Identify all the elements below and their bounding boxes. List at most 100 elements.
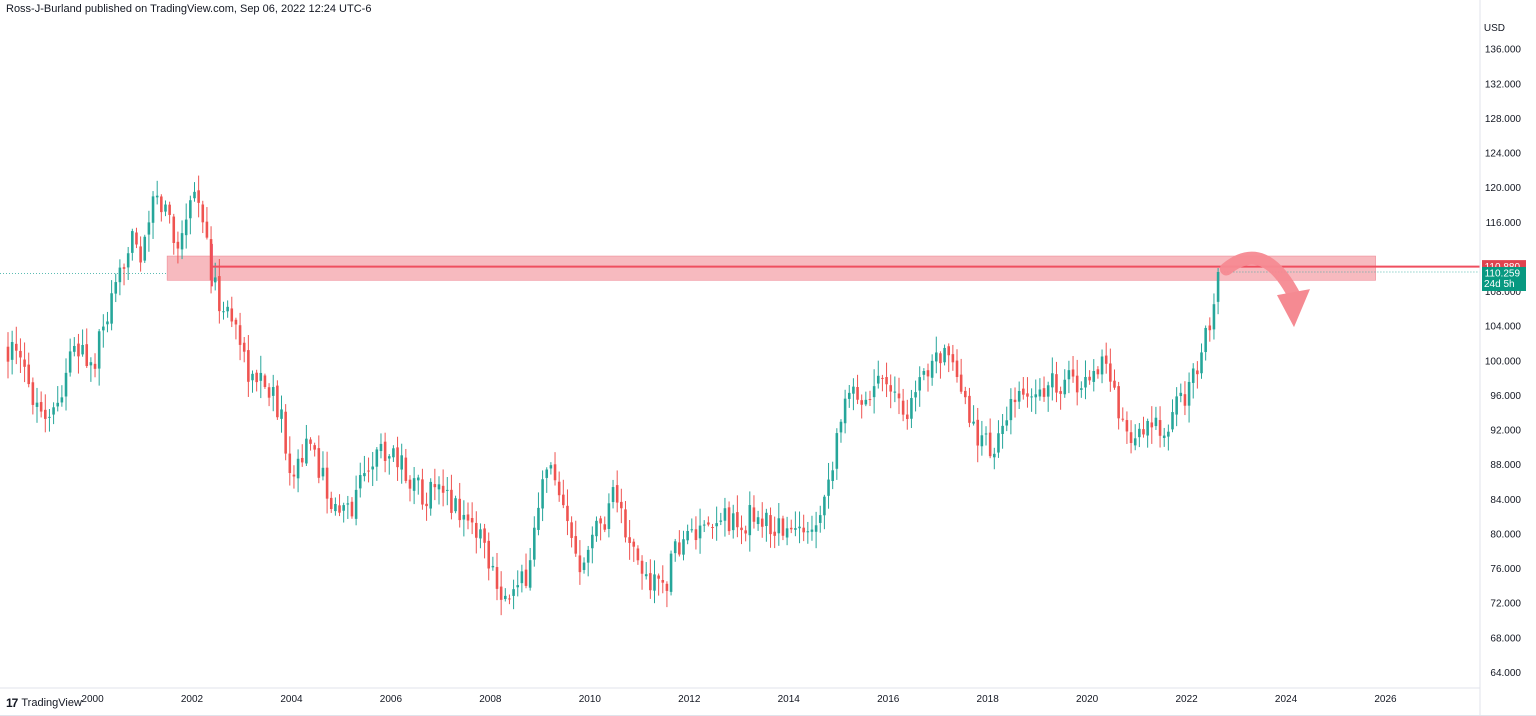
- candle-body-up: [611, 487, 615, 503]
- candle: [1162, 427, 1166, 447]
- y-tick-label: 128.000: [1485, 114, 1522, 125]
- candle-body-up: [698, 525, 702, 539]
- arrow-annotation-head[interactable]: [1277, 289, 1310, 328]
- candle-body-down: [338, 505, 341, 513]
- candle-body-down: [1125, 420, 1129, 432]
- candle: [363, 455, 366, 482]
- arrow-annotation-body[interactable]: [1219, 251, 1303, 306]
- candle-body-down: [955, 360, 959, 377]
- candle: [852, 378, 855, 411]
- candle: [533, 516, 536, 567]
- candle-body-up: [358, 475, 362, 489]
- x-tick-label: 2008: [479, 694, 502, 705]
- candle: [392, 445, 395, 462]
- candle: [491, 556, 495, 571]
- candle-body-up: [1038, 389, 1042, 397]
- candle: [541, 470, 544, 522]
- candle-body-up: [835, 433, 839, 469]
- candle: [234, 317, 238, 340]
- candle-body-up: [914, 392, 917, 398]
- candle-body-down: [947, 346, 951, 356]
- candle-body-down: [85, 344, 89, 367]
- candle-body-down: [367, 470, 370, 472]
- candle: [802, 514, 805, 542]
- candle-body-up: [715, 523, 718, 527]
- x-tick-label: 2024: [1275, 694, 1298, 705]
- candle: [238, 312, 242, 361]
- candle-body-up: [462, 514, 466, 520]
- candle-body-up: [429, 481, 432, 509]
- candle: [242, 337, 246, 363]
- candle-body-up: [777, 518, 781, 534]
- candle-body-down: [408, 479, 412, 489]
- candle-body-up: [997, 433, 1000, 453]
- candle-body-down: [707, 522, 710, 525]
- candle-body-up: [528, 560, 532, 588]
- candle: [914, 380, 917, 412]
- candle: [678, 530, 681, 557]
- candle: [988, 418, 992, 459]
- candle-body-up: [831, 470, 834, 482]
- candle: [1059, 386, 1062, 410]
- candle: [980, 420, 984, 456]
- y-tick-label: 88.000: [1490, 460, 1521, 471]
- candle: [939, 351, 942, 379]
- candle-body-down: [789, 527, 793, 530]
- candle: [1204, 325, 1207, 361]
- candle-body-up: [980, 435, 984, 447]
- candle-body-down: [499, 586, 503, 600]
- candle: [1216, 268, 1220, 315]
- candle-body-down: [450, 489, 453, 513]
- candle-body-up: [520, 571, 524, 584]
- candle-body-up: [305, 438, 308, 464]
- candle-body-up: [445, 489, 449, 491]
- candle-body-up: [1063, 379, 1067, 395]
- candle: [218, 258, 221, 324]
- candle: [309, 437, 312, 451]
- candle: [313, 442, 316, 457]
- candle-body-down: [487, 540, 491, 569]
- candle-body-up: [479, 529, 482, 539]
- candle-body-up: [673, 541, 677, 554]
- candle: [375, 447, 379, 481]
- candle: [562, 479, 565, 509]
- candle: [1187, 372, 1191, 423]
- candle: [905, 399, 909, 430]
- y-tick-label: 96.000: [1490, 391, 1521, 402]
- candle: [454, 495, 457, 514]
- candle-body-up: [785, 528, 789, 538]
- candle-body-down: [615, 485, 619, 503]
- candle-body-down: [1042, 388, 1046, 397]
- last-price-tag[interactable]: [1482, 266, 1526, 291]
- candle: [404, 448, 408, 484]
- candle: [495, 552, 499, 601]
- candle: [1022, 377, 1025, 400]
- candle: [765, 508, 768, 542]
- candle-body-down: [23, 359, 26, 367]
- candle: [752, 495, 756, 529]
- candle-body-down: [744, 530, 747, 534]
- candle-body-up: [131, 231, 134, 253]
- candle-body-up: [893, 391, 897, 393]
- candle: [1046, 381, 1050, 412]
- candle-body-down: [905, 414, 909, 420]
- candle-body-up: [342, 505, 345, 511]
- candle: [1113, 369, 1116, 390]
- candle: [1080, 381, 1083, 398]
- y-tick-label: 124.000: [1485, 149, 1522, 160]
- candle-body-up: [1009, 398, 1013, 421]
- candle: [60, 385, 64, 407]
- candle: [690, 518, 694, 533]
- candle-body-down: [976, 419, 980, 446]
- y-tick-label: 92.000: [1490, 426, 1521, 437]
- candle-body-down: [1075, 375, 1079, 393]
- candle-body-up: [213, 277, 217, 283]
- candle-body-up: [533, 527, 536, 560]
- candle-body-down: [856, 387, 859, 400]
- candle: [512, 579, 515, 610]
- tradingview-logo[interactable]: 17 TradingView: [6, 695, 82, 711]
- candle: [570, 516, 573, 548]
- candle-body-up: [371, 466, 374, 470]
- candle-body-up: [1191, 368, 1195, 383]
